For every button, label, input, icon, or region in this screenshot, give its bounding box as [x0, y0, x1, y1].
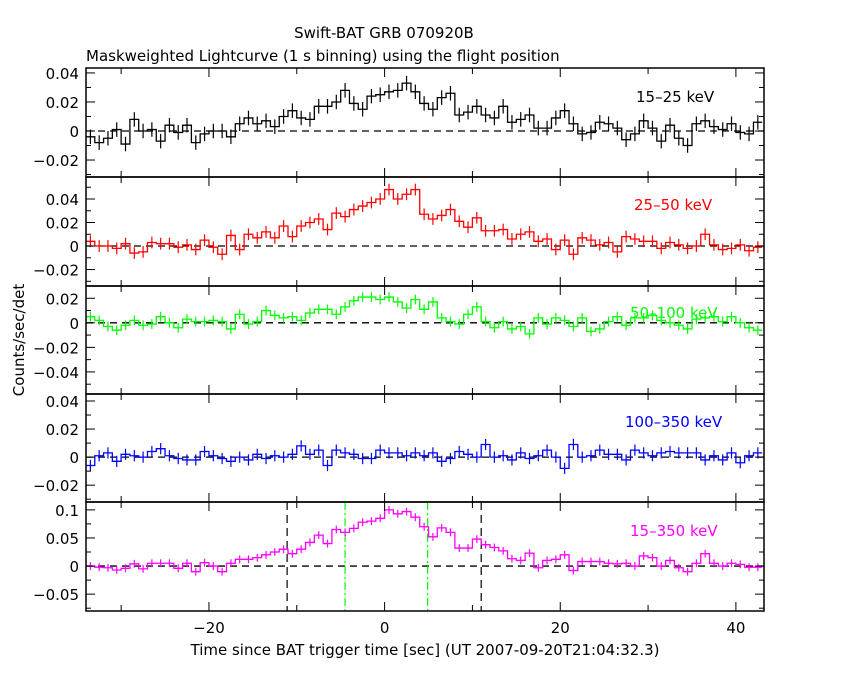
y-tick-label: 0.02 [46, 215, 79, 233]
y-tick-label: 0 [69, 238, 79, 256]
y-tick-label: 0.02 [46, 421, 79, 439]
x-tick-label: 0 [380, 619, 390, 637]
x-tick-label: 40 [726, 619, 745, 637]
panel-2: −0.04 −0.02 0 0.02 50–100 keV [33, 285, 765, 395]
panel-frame [85, 501, 765, 612]
y-axis-label: Counts/sec/det [10, 284, 28, 397]
lightcurve-step-line [86, 509, 763, 573]
y-tick-label: 0 [69, 449, 79, 467]
band-label: 25–50 keV [634, 196, 713, 214]
y-tick-label: −0.02 [33, 339, 79, 357]
band-label: 15–25 keV [636, 88, 715, 106]
band-label: 50–100 keV [630, 304, 718, 322]
y-tick-label: −0.02 [33, 262, 79, 280]
y-tick-label: −0.02 [33, 152, 79, 170]
band-label: 15–350 keV [630, 522, 718, 540]
y-tick-label: 0 [69, 123, 79, 141]
y-tick-label: −0.04 [33, 364, 79, 382]
panel-1: −0.02 0 0.02 0.04 25–50 keV [33, 176, 765, 287]
y-tick-label: 0 [69, 558, 79, 576]
panel-4: −0.05 0 0.05 0.1 15–350 keV [33, 501, 765, 612]
chart-subtitle: Maskweighted Lightcurve (1 s binning) us… [86, 47, 560, 65]
panel-frame [85, 285, 765, 395]
y-tick-label: −0.05 [33, 586, 79, 604]
x-tick-label: 20 [551, 619, 570, 637]
chart-title: Swift-BAT GRB 070920B [294, 24, 474, 42]
panel-0: −0.02 0 0.02 0.04 15–25 keV [33, 65, 765, 178]
y-tick-label: 0.02 [46, 290, 79, 308]
panel-frame [85, 393, 765, 503]
x-axis-label: Time since BAT trigger time [sec] (UT 20… [190, 641, 660, 659]
y-tick-label: 0.1 [55, 502, 79, 520]
y-tick-label: 0 [69, 315, 79, 333]
y-tick-label: 0.04 [46, 65, 79, 83]
lightcurve-step-line [86, 82, 763, 147]
y-tick-label: −0.02 [33, 477, 79, 495]
panel-frame [85, 67, 765, 178]
panel-frame [85, 176, 765, 287]
y-tick-label: 0.05 [46, 530, 79, 548]
y-tick-label: 0.04 [46, 191, 79, 209]
y-tick-label: 0.04 [46, 393, 79, 411]
lightcurve-step-line [86, 296, 763, 335]
band-label: 100–350 keV [625, 413, 723, 431]
panel-3: −0.02 0 0.02 0.04 100–350 keV [33, 393, 765, 503]
y-tick-label: 0.02 [46, 94, 79, 112]
x-tick-label: −20 [193, 619, 225, 637]
